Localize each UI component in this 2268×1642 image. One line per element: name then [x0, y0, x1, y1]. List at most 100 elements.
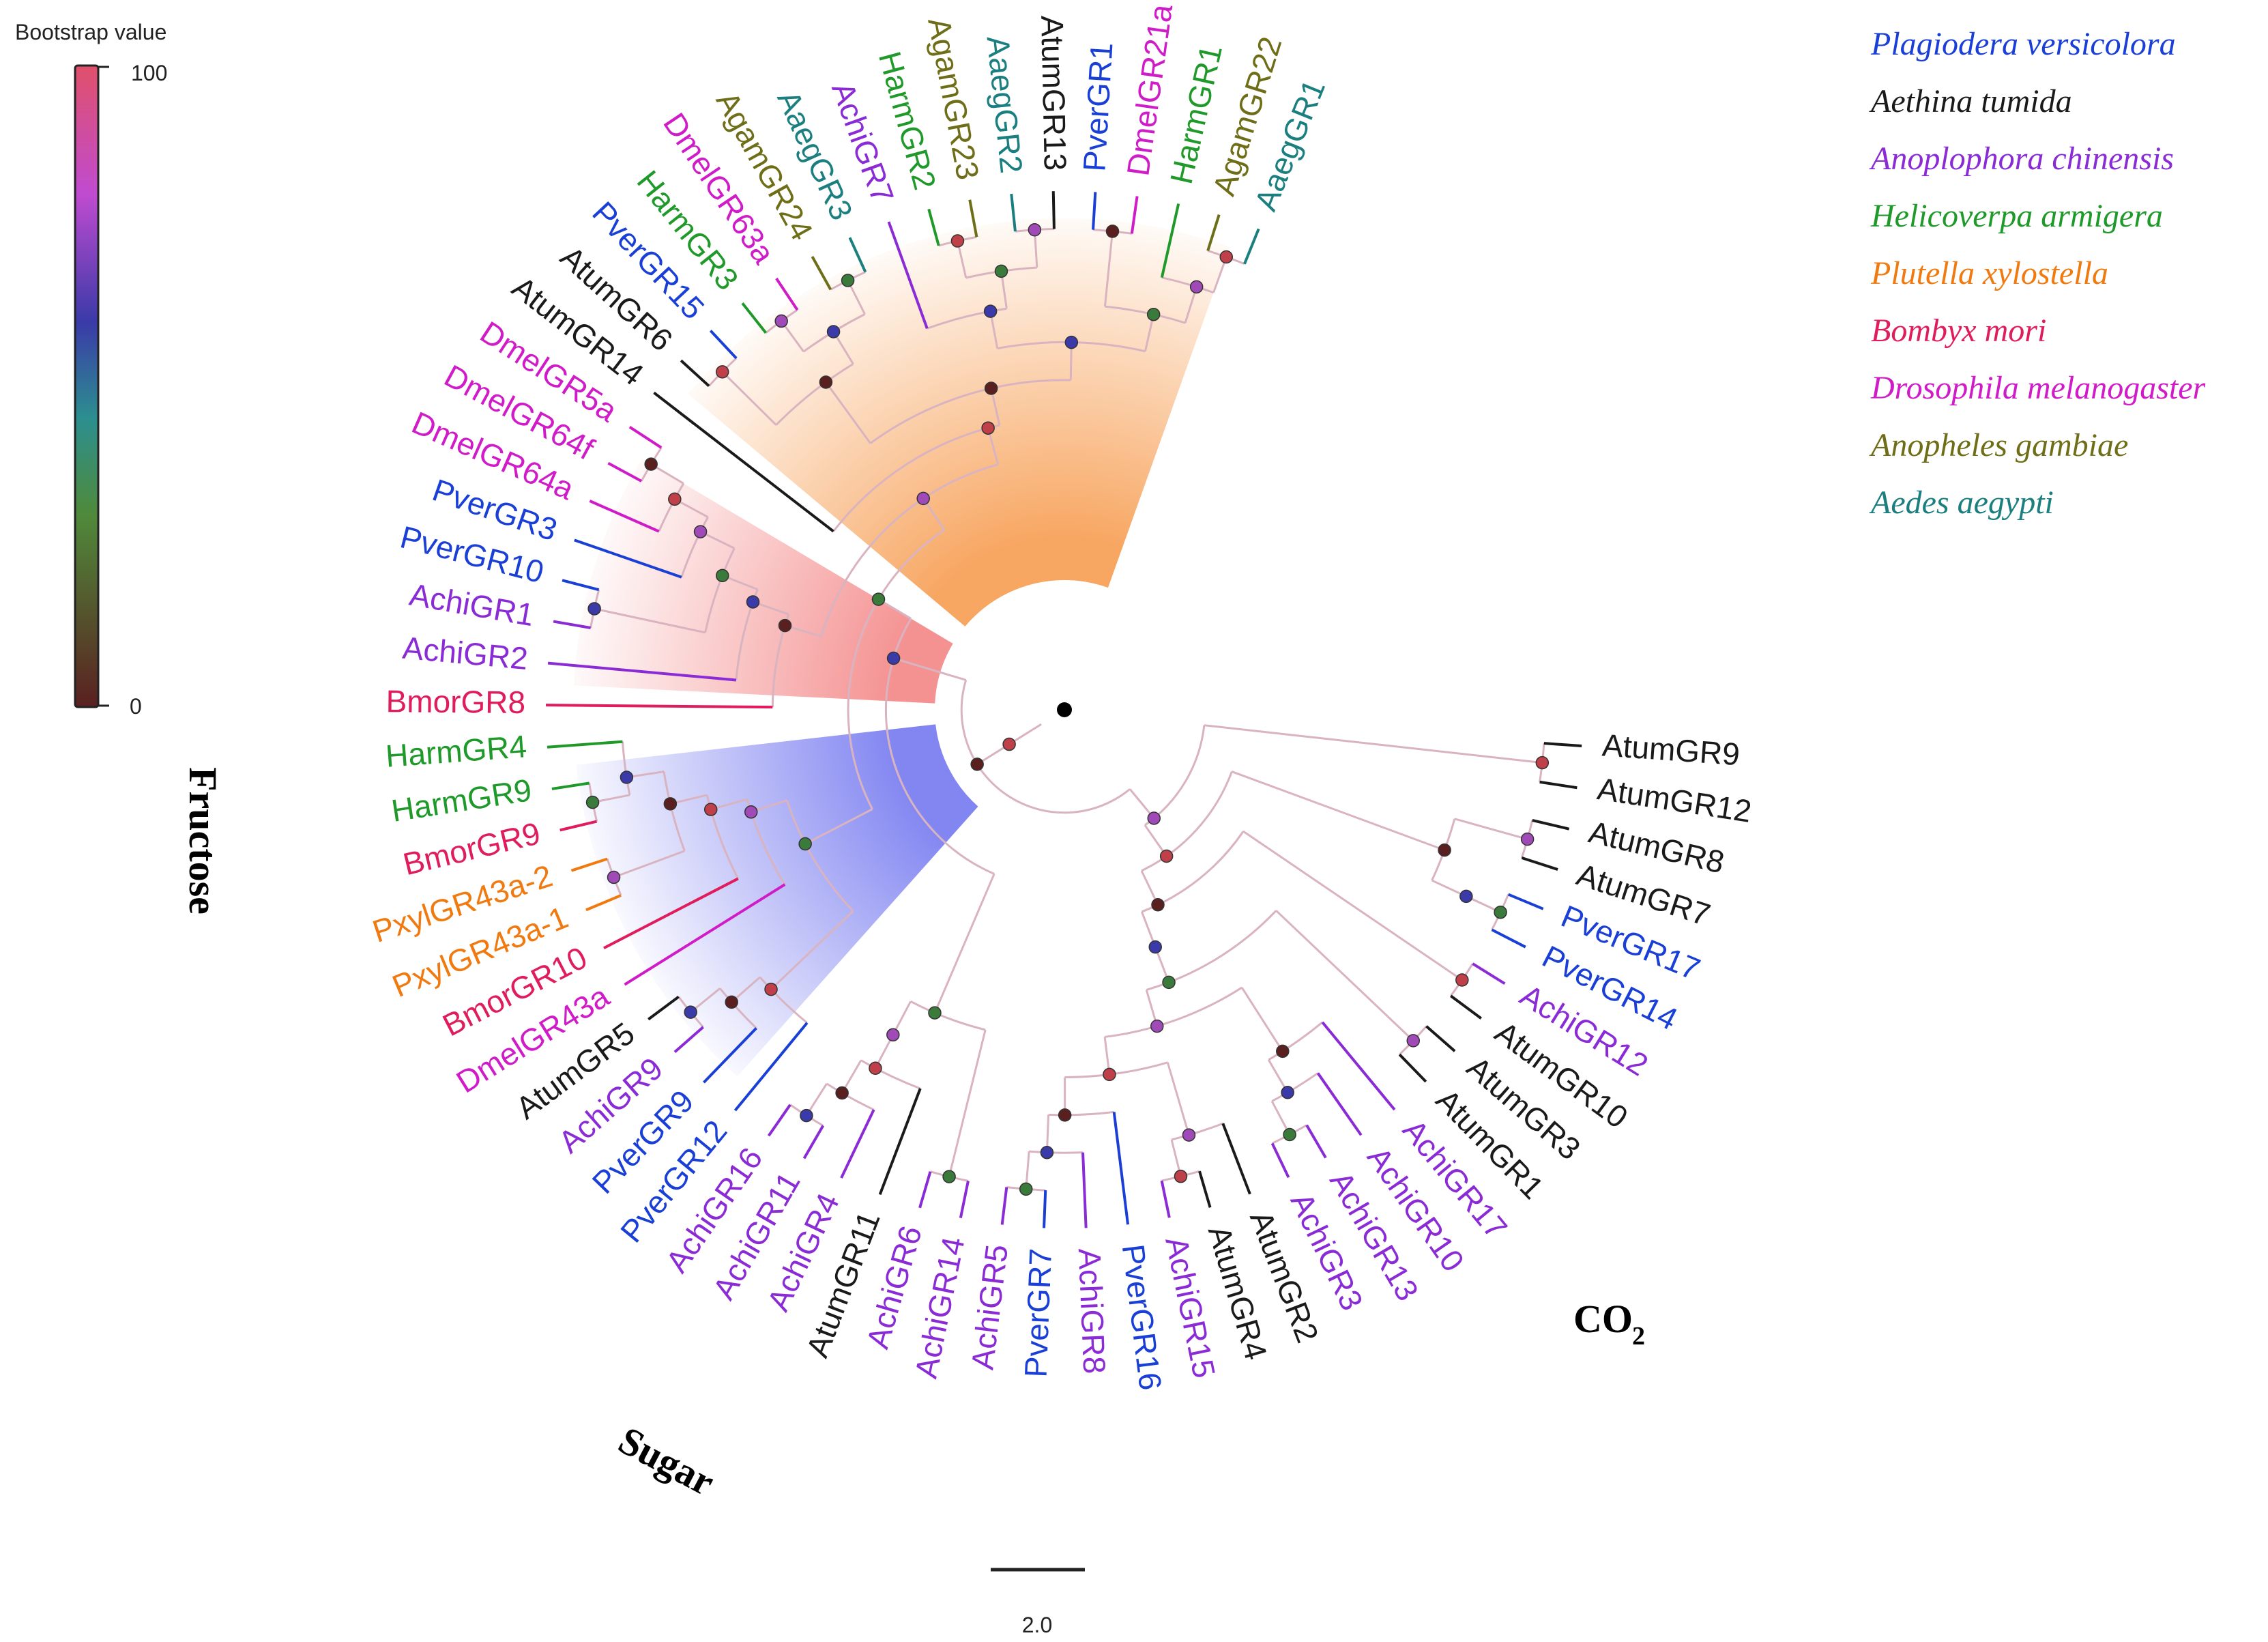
branch-DmelGR43a [624, 883, 786, 986]
branch-PverGR17 [1507, 893, 1544, 910]
bootstrap-node [826, 325, 841, 339]
bootstrap-min-label: 0 [130, 694, 142, 719]
internal-branch [594, 607, 706, 634]
bootstrap-color-bar [74, 64, 100, 708]
internal-branch [721, 371, 777, 426]
leaf-label-AchiGR5: AchiGR5 [964, 1243, 1015, 1372]
bootstrap-node [715, 568, 729, 583]
leaf-label-AaegGR2: AaegGR2 [980, 34, 1029, 175]
branch-AchiGR1 [553, 620, 592, 629]
branch-PverGR3 [574, 538, 682, 579]
bootstrap-node [798, 837, 812, 851]
branch-AchiGR9 [673, 1026, 704, 1054]
bootstrap-node [1146, 307, 1161, 321]
internal-arc [663, 771, 686, 852]
branch-DmelGR63a [775, 277, 799, 311]
bootstrap-node [1276, 1044, 1290, 1058]
bootstrap-node [1151, 898, 1165, 912]
bootstrap-node [1147, 811, 1161, 825]
bootstrap-node [644, 457, 658, 471]
internal-arc [1141, 771, 1233, 872]
bootstrap-legend: Bootstrap value 100 0 [15, 20, 167, 719]
co2-label-subscript: 2 [1632, 1322, 1645, 1351]
bootstrap-node [994, 264, 1008, 278]
branch-AtumGR5 [648, 995, 680, 1021]
branch-HarmGR2 [927, 208, 940, 246]
branch-AchiGR6 [918, 1171, 932, 1209]
bootstrap-node [800, 1108, 813, 1123]
bootstrap-node [1058, 1108, 1072, 1122]
branch-AtumGR12 [1539, 780, 1578, 790]
branch-AchiGR14 [959, 1180, 970, 1219]
branch-DmelGR64a [589, 500, 660, 533]
bootstrap-node [942, 1170, 956, 1183]
fructose-clade-sector [576, 724, 978, 1077]
root-node [1057, 702, 1072, 717]
branch-AgamGR24 [811, 255, 832, 291]
internal-arc [1104, 986, 1242, 1038]
bootstrap-node [841, 274, 855, 287]
branch-PverGR15 [709, 330, 738, 360]
co2-clade-sector [688, 218, 1230, 626]
bootstrap-node [1028, 222, 1042, 237]
branch-BmorGR9 [559, 820, 598, 832]
internal-arc [706, 794, 740, 880]
branch-AgamGR23 [968, 199, 978, 237]
internal-arc [775, 362, 854, 426]
branch-PverGR10 [562, 579, 600, 592]
branch-PxylGR43a-1 [585, 894, 622, 912]
bootstrap-node [819, 375, 833, 389]
bootstrap-node [1103, 1067, 1116, 1082]
bootstrap-node [668, 492, 682, 506]
internal-arc [1064, 1061, 1168, 1078]
bootstrap-node [983, 304, 998, 318]
bootstrap-node [835, 1086, 849, 1100]
bootstrap-node [1174, 1169, 1188, 1183]
bootstrap-node [725, 995, 738, 1009]
bootstrap-node [950, 234, 965, 248]
branch-AtumGR13 [1051, 191, 1056, 229]
bootstrap-node [869, 1061, 882, 1076]
bootstrap-node [1105, 225, 1120, 238]
leaf-label-AtumGR9: AtumGR9 [1601, 727, 1741, 772]
branch-DmelGR5a [628, 426, 663, 449]
bootstrap-node [981, 421, 995, 435]
branch-AtumGR11 [878, 1088, 922, 1195]
internal-branch [1454, 818, 1528, 841]
branch-AtumGR4 [1198, 1170, 1212, 1208]
bootstrap-node [703, 803, 718, 816]
bootstrap-node [764, 982, 778, 996]
branch-AchiGR3 [1270, 1142, 1290, 1179]
branch-AchiGR2 [547, 661, 737, 682]
branch-BmorGR10 [603, 877, 739, 949]
bootstrap-legend-title: Bootstrap value [15, 20, 166, 44]
branch-AtumGR9 [1543, 742, 1582, 748]
species-legend-item: Drosophila melanogaster [1870, 370, 2206, 406]
species-legend: Plagiodera versicolora Aethina tumida Anop… [1869, 26, 2206, 521]
branch-AchiGR8 [1081, 1152, 1088, 1228]
branch-AchiGR7 [887, 221, 929, 329]
internal-branch [893, 657, 967, 681]
bootstrap-node [1283, 1127, 1296, 1142]
leaf-label-PverGR7: PverGR7 [1018, 1248, 1058, 1378]
branch-AchiGR12 [1472, 962, 1506, 985]
branch-PxylGR43a-2 [570, 857, 608, 872]
branch-PverGR7 [1043, 1190, 1047, 1228]
bootstrap-node [774, 314, 788, 328]
internal-branch [770, 910, 854, 990]
bootstrap-node-markers [585, 222, 1550, 1196]
bootstrap-node [587, 602, 601, 616]
branch-AgamGR22 [1206, 214, 1221, 252]
bootstrap-node [1459, 889, 1473, 904]
branch-HarmGR4 [547, 740, 623, 749]
branch-AtumGR1 [1398, 1053, 1427, 1083]
leaf-label-AchiGR8: AchiGR8 [1072, 1248, 1113, 1374]
species-legend-item: Aedes aegypti [1869, 485, 2054, 521]
internal-arc [1144, 725, 1206, 826]
leaf-label-AtumGR13: AtumGR13 [1034, 15, 1073, 171]
internal-branch [1242, 830, 1463, 981]
branch-HarmGR3 [741, 302, 768, 334]
internal-arc [1105, 305, 1186, 324]
bootstrap-max-label: 100 [131, 61, 167, 85]
internal-arc [1171, 1122, 1223, 1141]
